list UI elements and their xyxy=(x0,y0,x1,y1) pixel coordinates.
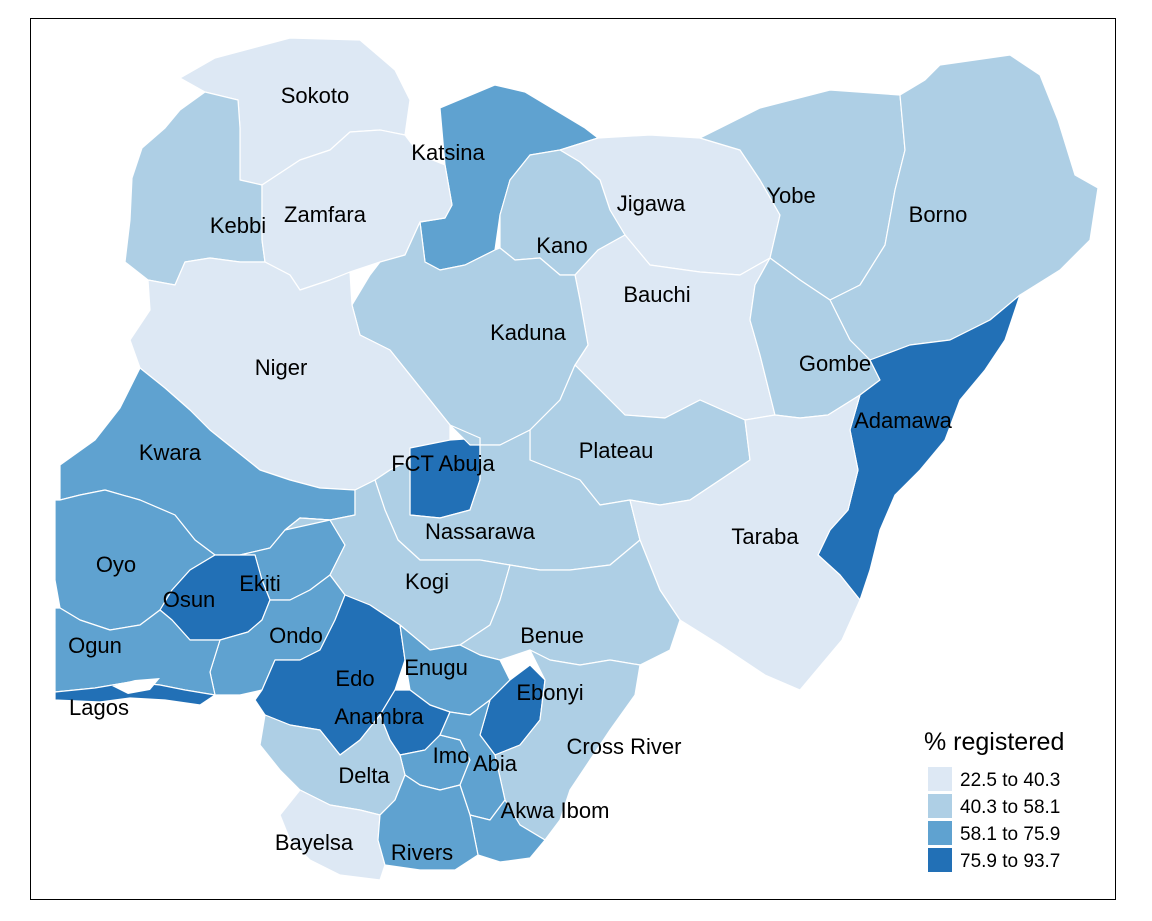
legend-label-2: 58.1 to 75.9 xyxy=(960,824,1060,845)
state-label-plateau: Plateau xyxy=(579,438,654,463)
state-label-kano: Kano xyxy=(536,233,587,258)
state-label-akwa-ibom: Akwa Ibom xyxy=(501,798,610,823)
state-label-imo: Imo xyxy=(433,743,470,768)
state-label-cross-river: Cross River xyxy=(567,734,682,759)
legend-label-0: 22.5 to 40.3 xyxy=(960,770,1060,791)
state-label-abia: Abia xyxy=(473,751,518,776)
legend: % registered 22.5 to 40.3 40.3 to 58.1 58.… xyxy=(924,728,1064,872)
state-shapes xyxy=(54,37,1099,881)
state-label-fct-abuja: FCT Abuja xyxy=(391,451,495,476)
state-labels: Sokoto Katsina Kebbi Zamfara Jigawa Kano Yobe B… xyxy=(68,83,967,865)
state-label-ebonyi: Ebonyi xyxy=(516,680,583,705)
state-label-oyo: Oyo xyxy=(96,552,136,577)
state-label-taraba: Taraba xyxy=(731,524,799,549)
state-label-anambra: Anambra xyxy=(334,704,424,729)
state-label-bayelsa: Bayelsa xyxy=(275,830,354,855)
state-label-kaduna: Kaduna xyxy=(490,320,567,345)
legend-swatch-0 xyxy=(928,767,952,791)
state-akwa-ibom xyxy=(469,799,546,863)
state-label-ogun: Ogun xyxy=(68,633,122,658)
state-label-kwara: Kwara xyxy=(139,440,202,465)
legend-swatch-3 xyxy=(928,848,952,872)
state-label-yobe: Yobe xyxy=(766,183,815,208)
state-label-bauchi: Bauchi xyxy=(623,282,690,307)
state-label-lagos: Lagos xyxy=(69,695,129,720)
legend-label-3: 75.9 to 93.7 xyxy=(960,851,1060,872)
state-taraba xyxy=(629,394,861,691)
state-label-ekiti: Ekiti xyxy=(239,571,281,596)
state-cross-river xyxy=(494,649,641,841)
state-fct-abuja xyxy=(409,437,481,519)
state-label-sokoto: Sokoto xyxy=(281,83,350,108)
state-label-edo: Edo xyxy=(335,666,374,691)
state-label-kogi: Kogi xyxy=(405,569,449,594)
state-label-katsina: Katsina xyxy=(411,140,485,165)
state-label-enugu: Enugu xyxy=(404,655,468,680)
state-label-zamfara: Zamfara xyxy=(284,202,367,227)
state-label-gombe: Gombe xyxy=(799,351,871,376)
state-label-ondo: Ondo xyxy=(269,623,323,648)
state-label-osun: Osun xyxy=(163,587,216,612)
state-label-niger: Niger xyxy=(255,355,308,380)
state-label-kebbi: Kebbi xyxy=(210,213,266,238)
state-label-jigawa: Jigawa xyxy=(617,191,686,216)
state-label-benue: Benue xyxy=(520,623,584,648)
state-label-delta: Delta xyxy=(338,763,390,788)
state-label-adamawa: Adamawa xyxy=(854,408,953,433)
legend-title: % registered xyxy=(924,728,1064,756)
state-label-nassarawa: Nassarawa xyxy=(425,519,536,544)
legend-swatch-2 xyxy=(928,821,952,845)
state-label-rivers: Rivers xyxy=(391,840,453,865)
state-label-borno: Borno xyxy=(909,202,968,227)
lagos-lagoon xyxy=(112,678,160,694)
legend-label-1: 40.3 to 58.1 xyxy=(960,797,1060,818)
state-bayelsa xyxy=(279,789,386,881)
legend-swatch-1 xyxy=(928,794,952,818)
state-rivers xyxy=(377,774,479,871)
